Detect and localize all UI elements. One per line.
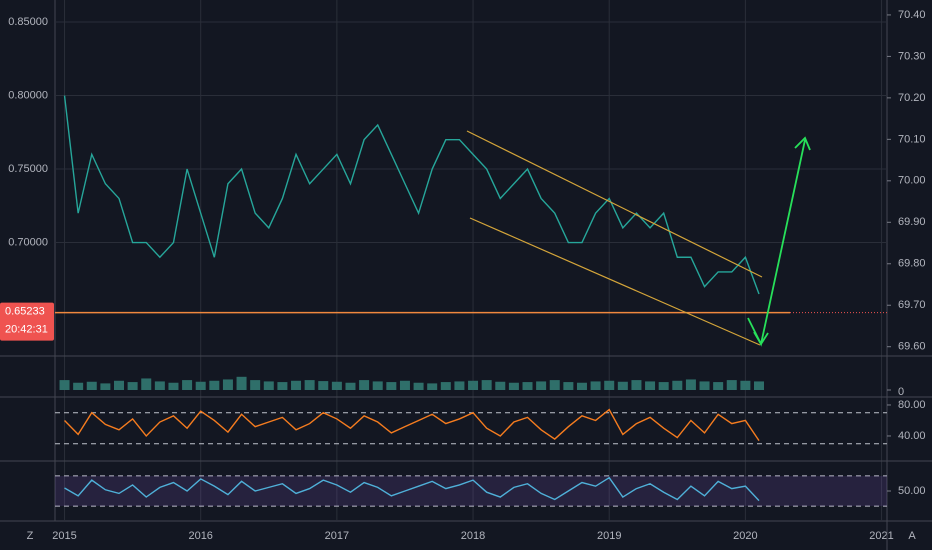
volume-bar bbox=[263, 381, 274, 390]
volume-bar bbox=[685, 379, 696, 390]
volume-bar bbox=[495, 381, 506, 390]
x-tick-label: 2016 bbox=[188, 530, 212, 542]
volume-bar bbox=[658, 382, 669, 390]
volume-bar bbox=[699, 381, 710, 390]
y-tick-label: 0.80000 bbox=[8, 89, 48, 101]
volume-bar bbox=[468, 380, 479, 390]
volume-bar bbox=[331, 381, 342, 390]
volume-bar bbox=[73, 382, 84, 390]
channel-upper bbox=[466, 130, 763, 278]
volume-bar bbox=[672, 380, 683, 390]
channel-lower bbox=[469, 217, 761, 346]
volume-bar bbox=[427, 383, 438, 390]
button[interactable]: A bbox=[908, 530, 916, 542]
volume-bar bbox=[522, 382, 533, 390]
volume-bar bbox=[549, 380, 560, 390]
x-tick-label: 2019 bbox=[597, 530, 621, 542]
volume-bar bbox=[304, 380, 315, 390]
volume-bar bbox=[222, 379, 233, 390]
y2-tick-label: 69.60 bbox=[898, 341, 926, 353]
x-tick-label: 2017 bbox=[325, 530, 349, 542]
volume-bar bbox=[576, 382, 587, 390]
y-tick-label: 50.00 bbox=[898, 485, 926, 497]
volume-bar bbox=[399, 380, 410, 390]
volume-bar bbox=[536, 381, 547, 390]
volume-bar bbox=[645, 381, 656, 390]
volume-bar bbox=[740, 380, 751, 390]
volume-bar bbox=[508, 382, 519, 390]
x-tick-label: 2015 bbox=[52, 530, 76, 542]
x-tick-label: 2021 bbox=[869, 530, 893, 542]
series-line bbox=[63, 95, 760, 295]
volume-bar bbox=[754, 381, 764, 390]
y2-tick-label: 69.90 bbox=[898, 216, 926, 228]
volume-bar bbox=[726, 380, 737, 390]
volume-bar bbox=[182, 380, 193, 390]
y2-tick-label: 70.30 bbox=[898, 50, 926, 62]
volume-bar bbox=[195, 381, 206, 390]
volume-bar bbox=[386, 382, 397, 390]
volume-bar bbox=[291, 380, 302, 390]
y2-tick-label: 69.70 bbox=[898, 299, 926, 311]
y2-tick-label: 70.40 bbox=[898, 9, 926, 21]
volume-bar bbox=[250, 380, 261, 390]
y2-tick-label: 70.10 bbox=[898, 133, 926, 145]
arrow-head bbox=[753, 331, 769, 346]
volume-bar bbox=[154, 381, 165, 390]
volume-bar bbox=[209, 380, 220, 390]
volume-bar bbox=[359, 380, 370, 390]
arrow-head bbox=[794, 136, 811, 151]
y-tick-label: 0.85000 bbox=[8, 16, 48, 28]
volume-bar bbox=[372, 381, 383, 390]
series-line bbox=[64, 476, 760, 502]
volume-bar bbox=[100, 383, 111, 390]
volume-bar bbox=[590, 381, 601, 390]
volume-bar bbox=[440, 382, 451, 390]
volume-bar bbox=[277, 382, 288, 390]
volume-bar bbox=[454, 381, 465, 390]
last-price-label: 0.65233 bbox=[5, 306, 45, 318]
volume-bar bbox=[481, 380, 492, 390]
volume-bar bbox=[318, 381, 329, 390]
y-tick-label: 80.00 bbox=[898, 399, 926, 411]
y2-tick-label: 69.80 bbox=[898, 258, 926, 270]
y-tick-label: 40.00 bbox=[898, 430, 926, 442]
countdown: 20:42:31 bbox=[5, 324, 48, 336]
volume-bar bbox=[114, 380, 124, 390]
volume-bar bbox=[604, 380, 615, 390]
y2-tick-label: 70.00 bbox=[898, 175, 926, 187]
volume-bar bbox=[59, 380, 70, 390]
button[interactable]: Z bbox=[27, 530, 34, 542]
y-tick-label: 0.75000 bbox=[8, 163, 48, 175]
y-tick-label: 0 bbox=[898, 386, 904, 398]
x-tick-label: 2020 bbox=[733, 530, 757, 542]
y-tick-label: 0.70000 bbox=[8, 236, 48, 248]
volume-bar bbox=[413, 382, 424, 390]
volume-bar bbox=[563, 382, 574, 390]
volume-bar bbox=[631, 380, 642, 390]
price-badge bbox=[0, 302, 54, 341]
volume-bar bbox=[168, 382, 179, 390]
y2-tick-label: 70.20 bbox=[898, 92, 926, 104]
x-tick-label: 2018 bbox=[461, 530, 485, 542]
volume-bar bbox=[86, 381, 97, 390]
volume-bar bbox=[141, 378, 152, 390]
volume-bar bbox=[236, 376, 247, 390]
volume-bar bbox=[617, 381, 628, 390]
volume-bar bbox=[713, 382, 724, 390]
volume-bar bbox=[345, 382, 356, 390]
volume-bar bbox=[127, 382, 138, 390]
series-line bbox=[64, 408, 760, 442]
